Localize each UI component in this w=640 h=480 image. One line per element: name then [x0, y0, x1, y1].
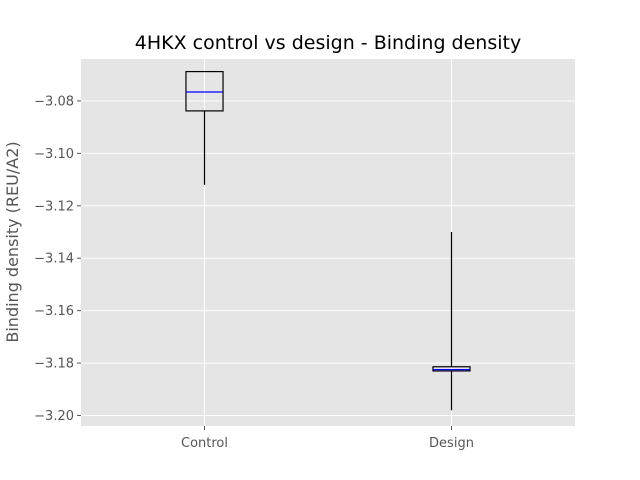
x-tick-label: Design: [429, 436, 474, 451]
y-tick-label: −3.12: [34, 199, 74, 214]
y-tick-label: −3.08: [34, 94, 74, 109]
iqr-box: [432, 366, 471, 372]
y-tick-label: −3.20: [34, 409, 74, 424]
x-tick-label: Control: [181, 436, 228, 451]
iqr-box: [185, 70, 224, 112]
boxes: [185, 70, 471, 411]
y-axis-label: Binding density (REU/A2): [3, 141, 22, 342]
y-tick-label: −3.18: [34, 357, 74, 372]
x-axis-ticks: Control Design: [181, 426, 474, 451]
y-axis-ticks: −3.08 −3.10 −3.12 −3.14 −3.16 −3.18 −3.20: [34, 94, 81, 424]
y-tick-label: −3.14: [34, 252, 74, 267]
y-tick-label: −3.10: [34, 147, 74, 162]
plot-area: [81, 59, 575, 426]
y-tick-label: −3.16: [34, 304, 74, 319]
chart-title: 4HKX control vs design - Binding density: [135, 32, 521, 54]
